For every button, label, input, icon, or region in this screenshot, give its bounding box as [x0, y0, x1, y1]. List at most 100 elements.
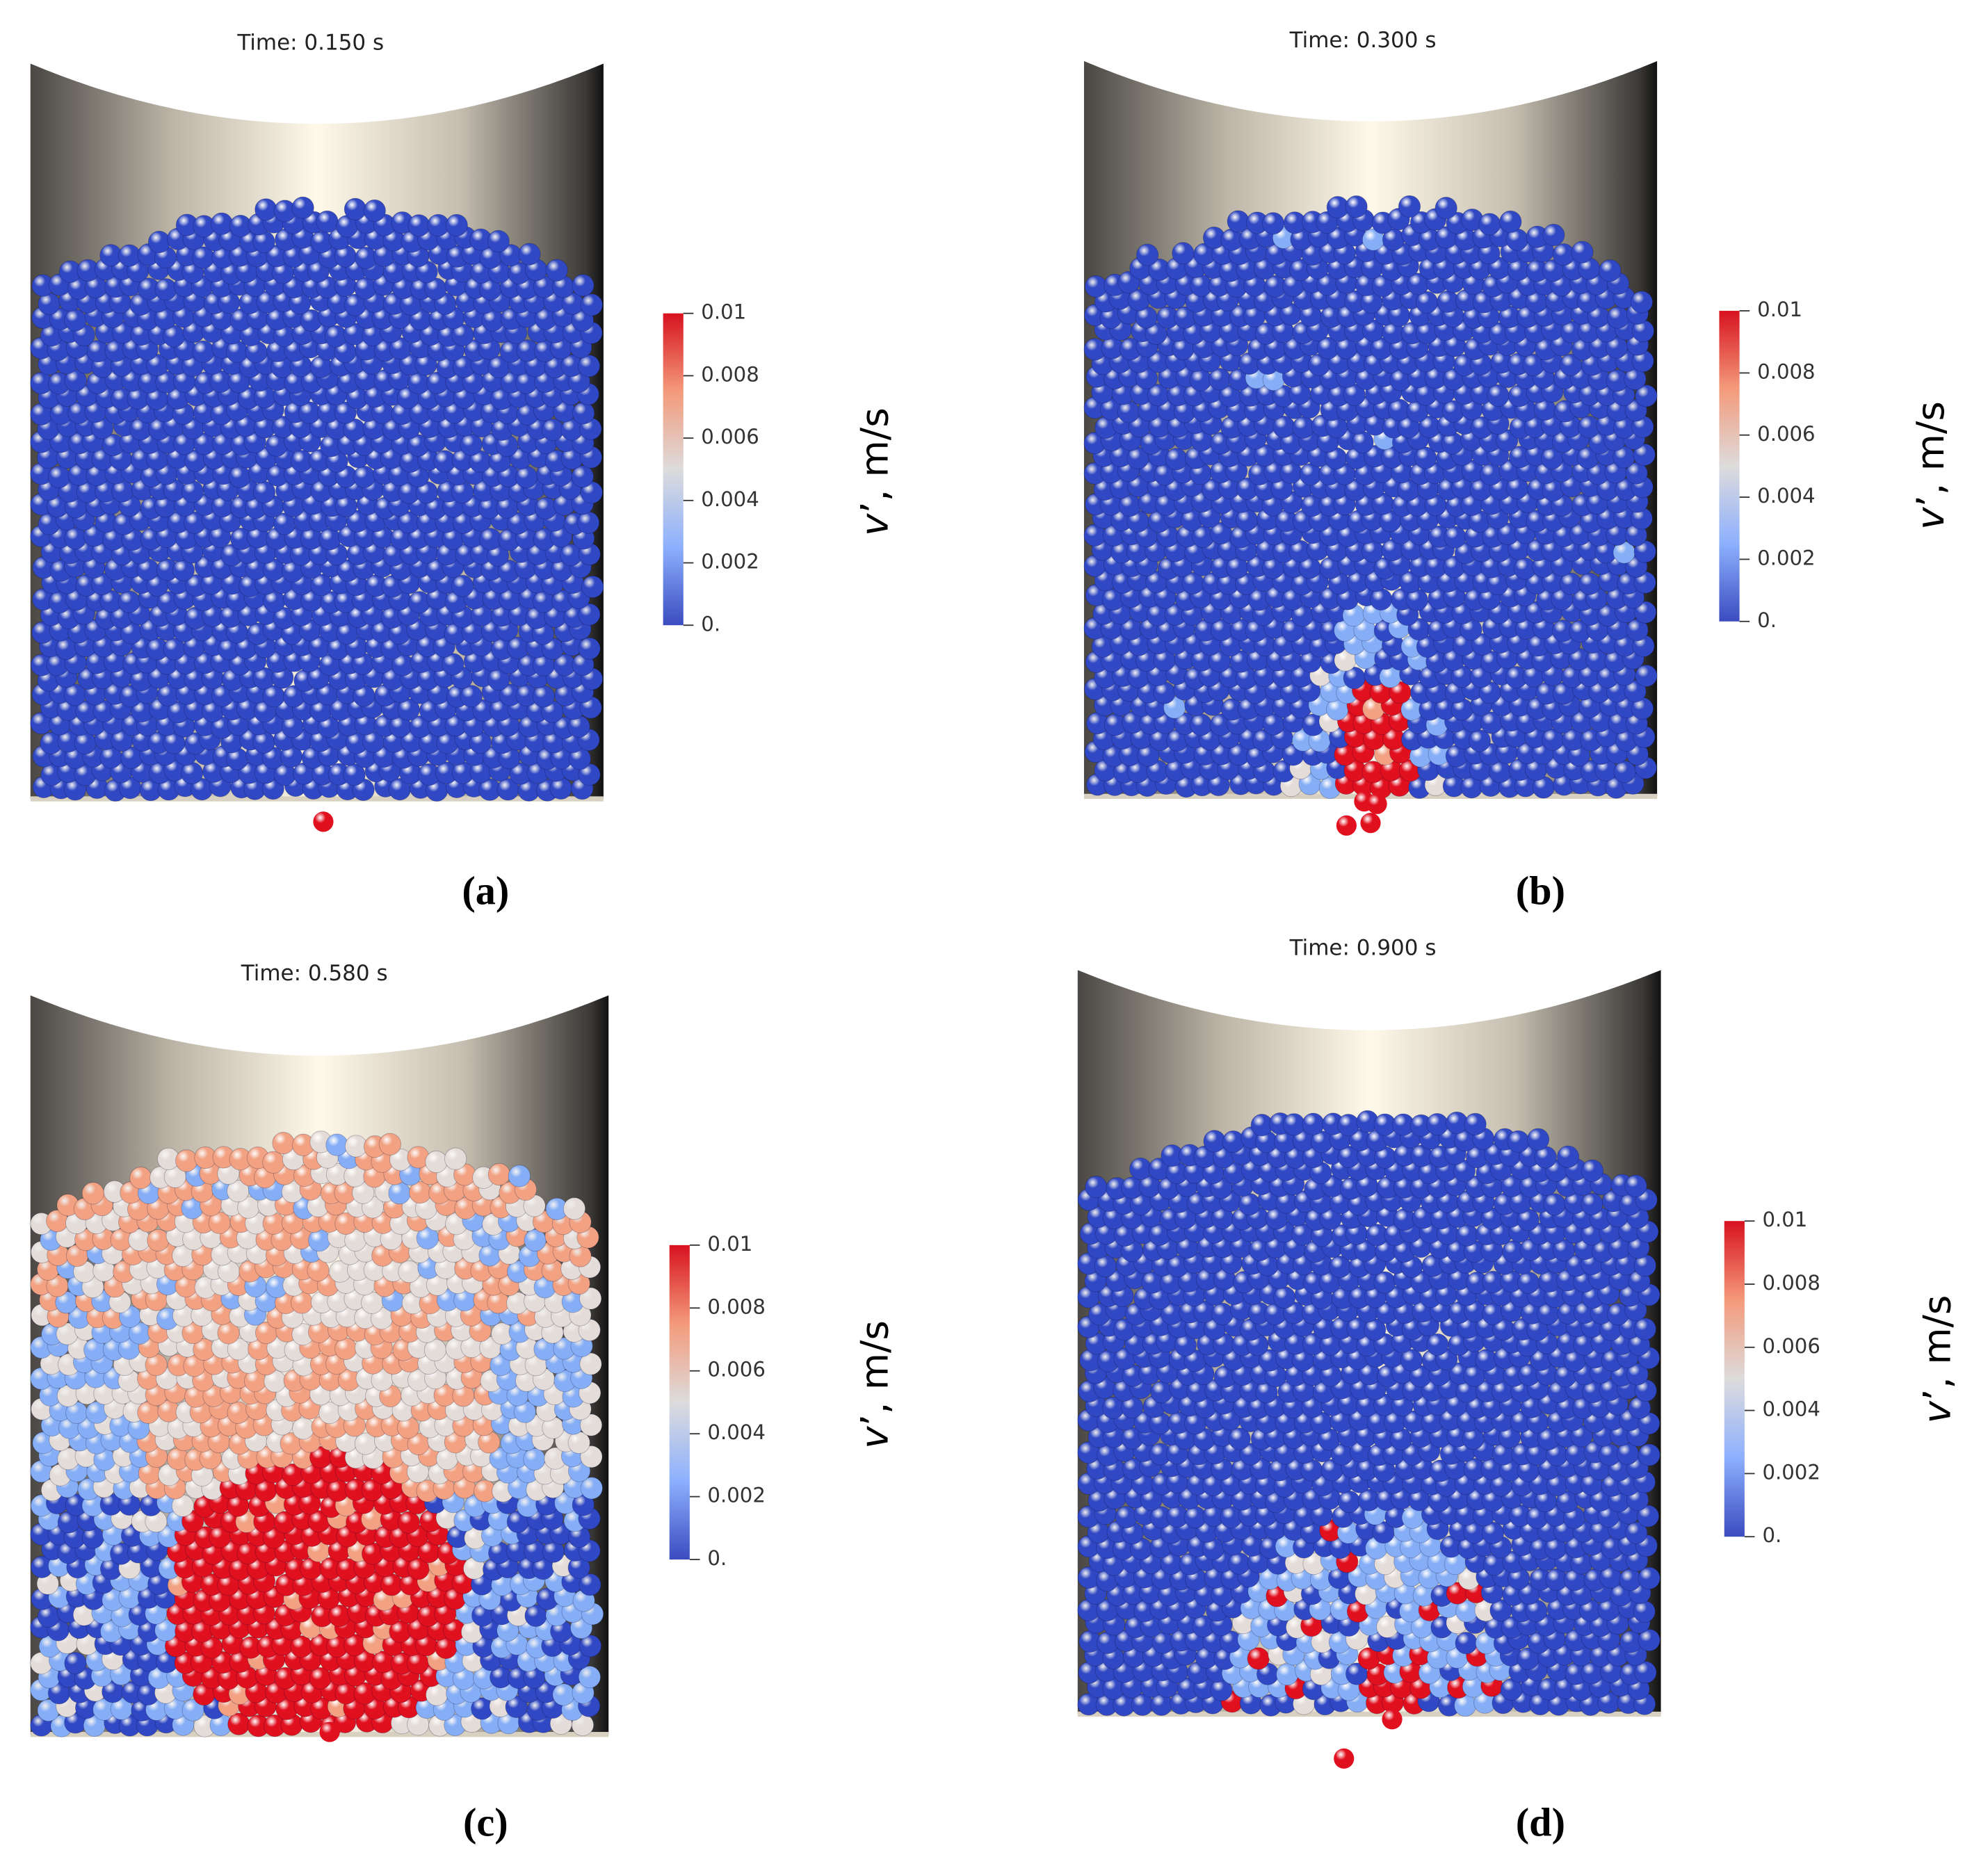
particle: [1526, 1128, 1550, 1151]
particle: [313, 811, 334, 832]
particle: [1633, 1600, 1656, 1623]
colorbar-tick-label: 0.008: [1757, 359, 1815, 383]
particle: [1165, 448, 1188, 471]
colorbar-tick-label: 0.002: [1757, 546, 1815, 569]
particle: [344, 197, 367, 220]
particle: [508, 1165, 531, 1188]
particle: [1543, 1193, 1566, 1216]
panel-caption: (c): [463, 1800, 508, 1845]
particle: [1203, 1130, 1226, 1153]
particle: [81, 1182, 104, 1205]
particle: [1261, 212, 1285, 235]
particle: [445, 213, 468, 237]
particle: [1115, 1506, 1138, 1529]
colorbar-tick-label: 0.: [701, 612, 720, 635]
particle: [1619, 1569, 1642, 1591]
particle: [210, 212, 234, 235]
particle: [262, 1151, 285, 1174]
cylinder-floor: [30, 796, 604, 802]
particle: [1227, 210, 1250, 233]
particle: [324, 325, 348, 348]
particle: [192, 340, 215, 363]
label-unit: ’, m/s: [1908, 401, 1953, 507]
particle: [353, 465, 375, 489]
particle: [308, 1229, 331, 1252]
particle: [579, 1635, 602, 1658]
particle: [1634, 601, 1657, 624]
particle: [479, 528, 502, 551]
label-symbol: v: [1908, 506, 1953, 530]
particle: [1085, 1176, 1108, 1199]
particle: [1222, 1130, 1245, 1153]
particle: [1211, 1302, 1234, 1326]
particle: [523, 1448, 546, 1470]
particle: [1633, 1318, 1656, 1340]
particle: [272, 1131, 295, 1155]
panel-caption: (a): [462, 868, 509, 913]
particle: [1581, 1192, 1603, 1215]
particle: [1373, 1271, 1396, 1294]
particle: [1292, 416, 1315, 439]
particle: [572, 274, 595, 297]
particle: [1624, 1174, 1647, 1197]
panel: Time: 0.900 s0.0.0020.0040.0060.0080.01v…: [1077, 935, 1959, 1845]
colorbar-tick-label: 0.008: [701, 362, 759, 386]
particle: [515, 466, 538, 489]
particle: [1382, 1709, 1403, 1730]
particle: [1455, 1632, 1478, 1655]
particle: [1129, 1157, 1152, 1181]
panel: Time: 0.300 s0.0.0020.0040.0060.0080.01v…: [1083, 28, 1953, 913]
particle: [1507, 1130, 1530, 1153]
particle: [1398, 195, 1421, 218]
particle: [316, 210, 339, 234]
particle: [534, 497, 558, 520]
particle: [344, 1135, 368, 1158]
particle: [1189, 368, 1212, 391]
colorbar-tick-label: 0.006: [707, 1358, 765, 1381]
particle: [325, 1133, 348, 1156]
particle: [129, 1167, 152, 1190]
particle: [407, 214, 430, 237]
colorbar-tick-label: 0.006: [1757, 422, 1815, 446]
particle: [545, 259, 568, 282]
particle: [532, 685, 555, 708]
particle: [1145, 322, 1167, 346]
particle: [1336, 1114, 1360, 1137]
particle: [1478, 213, 1501, 236]
particle: [1578, 572, 1601, 595]
particle: [1606, 306, 1630, 329]
particle: [1542, 223, 1565, 247]
particle: [1282, 1113, 1306, 1136]
colorbar-tick-label: 0.004: [707, 1420, 765, 1444]
particle: [1172, 242, 1195, 265]
particle: [580, 1477, 603, 1500]
particle: [291, 196, 314, 219]
particle: [1444, 526, 1466, 549]
colorbar-tick-label: 0.008: [707, 1295, 765, 1318]
particle: [1426, 1333, 1449, 1356]
particle: [426, 1683, 448, 1706]
particle: [1360, 813, 1381, 834]
particle: [47, 465, 71, 489]
colorbar: [1724, 1221, 1745, 1537]
particle: [579, 1287, 602, 1310]
particle: [505, 1695, 528, 1719]
particle: [343, 763, 366, 786]
panel-caption: (d): [1516, 1800, 1565, 1845]
particle: [64, 1652, 87, 1675]
colorbar-label: v’, m/s: [1914, 1295, 1959, 1424]
particle: [363, 199, 386, 222]
cylinder-floor: [30, 1732, 609, 1737]
particle: [1435, 197, 1457, 220]
particle: [1273, 1286, 1296, 1309]
particle: [1366, 793, 1387, 814]
particle: [354, 277, 377, 300]
colorbar-tick-label: 0.01: [1757, 298, 1802, 321]
particle: [1635, 384, 1658, 407]
particle: [1425, 1112, 1449, 1136]
particle: [487, 229, 510, 253]
particle: [1599, 259, 1622, 282]
particle: [1370, 587, 1393, 611]
particle: [118, 590, 140, 613]
